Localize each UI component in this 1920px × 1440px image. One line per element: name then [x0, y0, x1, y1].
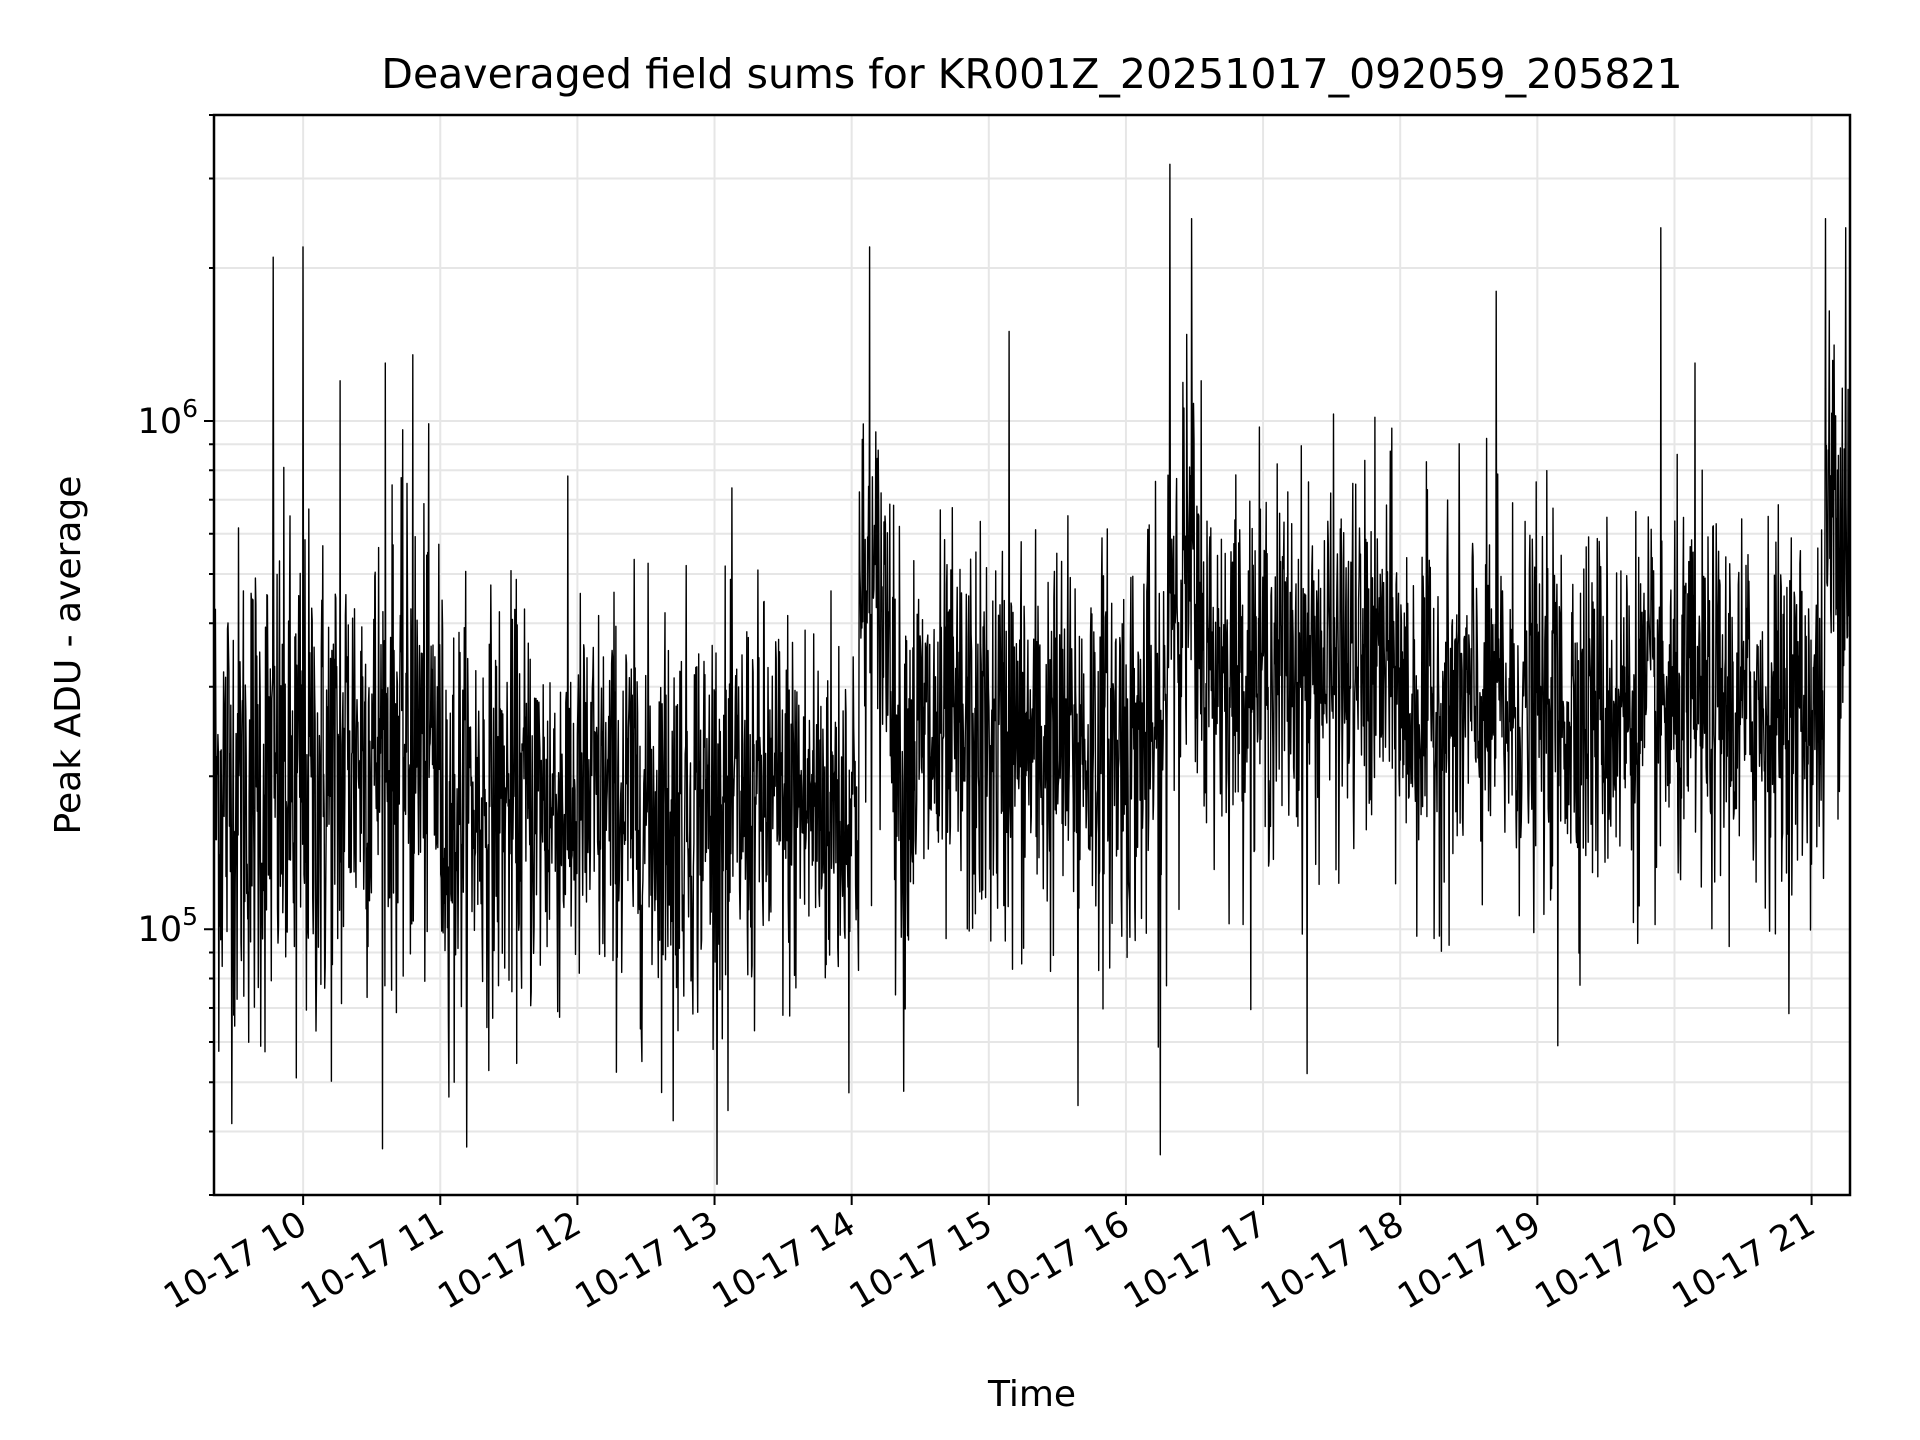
x-tick-label: 10-17 13	[569, 1204, 725, 1317]
x-tick-label: 10-17 10	[157, 1204, 313, 1317]
x-axis-label: Time	[987, 1374, 1076, 1415]
chart-title: Deaveraged field sums for KR001Z_2025101…	[381, 50, 1682, 98]
x-tick-label: 10-17 11	[294, 1204, 450, 1317]
x-tick-label: 10-17 16	[980, 1204, 1136, 1317]
x-tick-label: 10-17 12	[432, 1204, 588, 1317]
series-line	[213, 163, 1851, 1185]
x-tick-label: 10-17 18	[1254, 1204, 1410, 1317]
series-layer	[213, 163, 1851, 1185]
x-tick-label: 10-17 19	[1392, 1204, 1548, 1317]
plot-frame	[212, 113, 1852, 1197]
x-tick-label: 10-17 14	[706, 1204, 862, 1317]
y-tick-label: 105	[138, 902, 198, 950]
y-tick-label: 106	[138, 394, 198, 442]
x-tick-label: 10-17 15	[843, 1204, 999, 1317]
x-tick-label: 10-17 17	[1117, 1204, 1273, 1317]
y-axis-label: Peak ADU - average	[48, 476, 89, 835]
x-tick-label: 10-17 21	[1666, 1204, 1822, 1317]
x-tick-label: 10-17 20	[1529, 1204, 1685, 1317]
